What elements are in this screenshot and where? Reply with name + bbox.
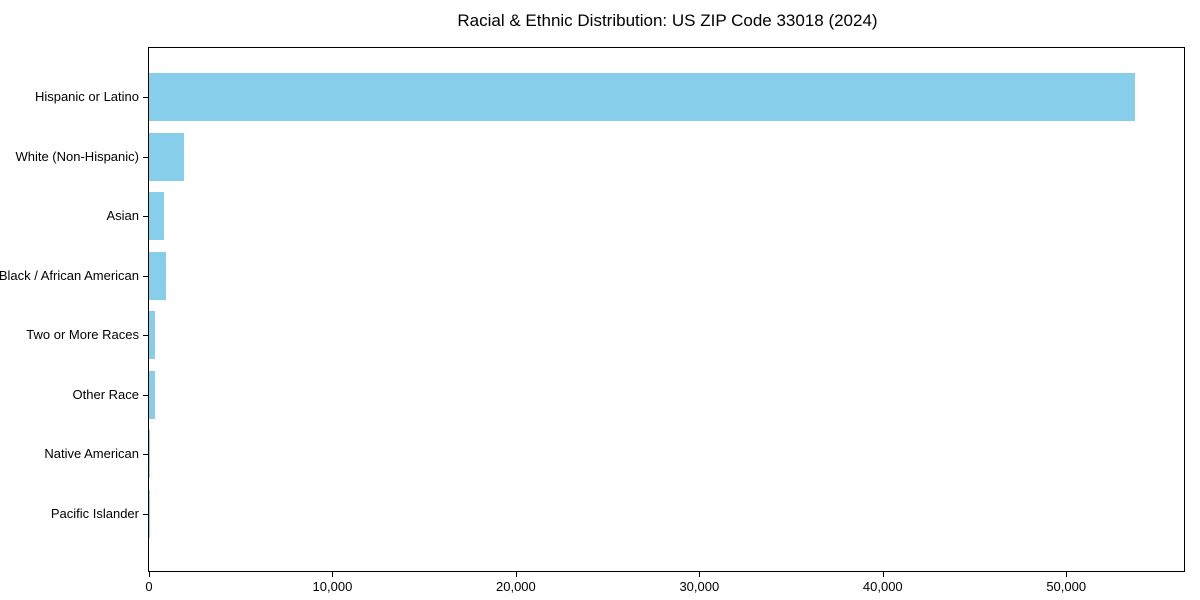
bar-other-race xyxy=(149,370,156,419)
x-tick-0 xyxy=(149,571,150,577)
y-label-native-american: Native American xyxy=(44,446,139,462)
x-tick-50-000 xyxy=(1066,571,1068,577)
y-label-white-non-hispanic: White (Non-Hispanic) xyxy=(15,148,139,164)
y-label-two-or-more-races: Two or More Races xyxy=(26,327,139,343)
y-tick-hispanic-or-latino xyxy=(143,97,149,98)
y-label-asian: Asian xyxy=(106,208,139,224)
y-tick-white-non-hispanic xyxy=(143,156,149,158)
x-tick-30-000 xyxy=(699,571,701,577)
y-tick-black-african-american xyxy=(143,275,149,277)
plot-area: Hispanic or Latino White (Non-Hispanic) As… xyxy=(0,47,1185,594)
y-label-pacific-islander: Pacific Islander xyxy=(50,505,139,521)
x-tick-10-000 xyxy=(332,571,334,577)
x-tick-40-000 xyxy=(882,571,884,577)
y-label-hispanic-or-latino: Hispanic or Latino xyxy=(34,89,139,104)
bar-two-or-more-races xyxy=(149,311,155,360)
y-tick-asian xyxy=(143,216,149,218)
bar-black-african-american xyxy=(149,251,166,300)
y-tick-pacific-islander xyxy=(143,513,149,515)
x-label-20-000: 20,000 xyxy=(496,579,536,594)
x-label-50-000: 50,000 xyxy=(1046,579,1087,594)
y-label-black-african-american: Black / African American xyxy=(0,267,139,283)
x-label-10-000: 10,000 xyxy=(312,579,353,594)
bar-native-american xyxy=(149,430,150,479)
x-label-40-000: 40,000 xyxy=(862,579,903,594)
y-tick-other-race xyxy=(143,394,149,396)
bar-white-non-hispanic xyxy=(149,132,184,181)
bar-hispanic-or-latino xyxy=(149,73,1136,121)
y-tick-two-or-more-races xyxy=(143,335,149,337)
y-label-other-race: Other Race xyxy=(72,386,139,402)
x-tick-20-000 xyxy=(515,571,517,577)
y-tick-native-american xyxy=(143,454,149,456)
bar-asian xyxy=(149,192,165,241)
x-label-0: 0 xyxy=(145,579,153,594)
chart-title: Racial & Ethnic Distribution: US ZIP Cod… xyxy=(457,11,878,30)
x-label-30-000: 30,000 xyxy=(679,579,720,594)
